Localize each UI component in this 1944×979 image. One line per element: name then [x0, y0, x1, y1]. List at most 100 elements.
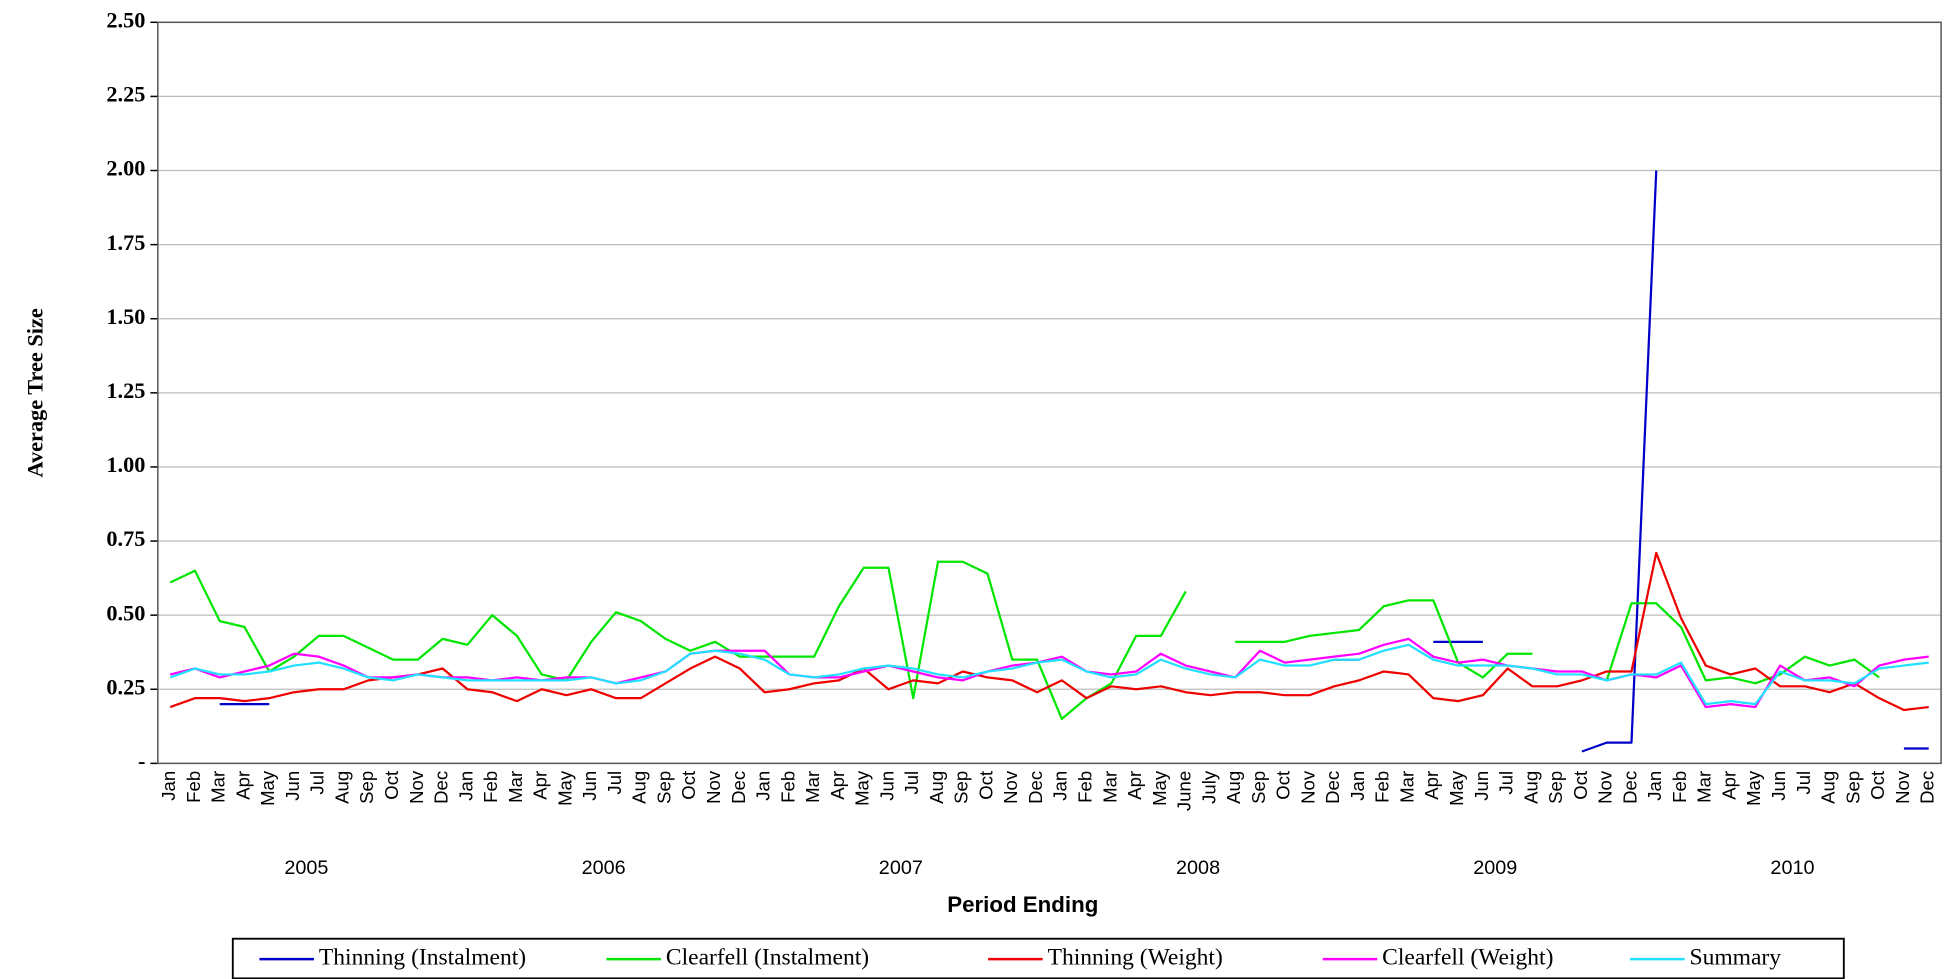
y-tick-label: 2.25	[106, 82, 145, 107]
x-tick-label: Feb	[1669, 771, 1690, 803]
x-tick-label: Dec	[431, 771, 452, 804]
x-tick-label: Nov	[1595, 770, 1616, 804]
x-tick-label: June	[1174, 771, 1195, 811]
x-tick-label: Dec	[1322, 771, 1343, 804]
x-tick-label: Aug	[1818, 771, 1839, 804]
year-label: 2008	[1176, 857, 1220, 879]
x-tick-label: Mar	[802, 771, 823, 803]
legend-label: Thinning (Instalment)	[319, 945, 526, 971]
x-tick-label: Jun	[876, 771, 897, 801]
x-tick-label: May	[1446, 770, 1467, 806]
x-tick-label: Apr	[1718, 771, 1739, 800]
x-tick-label: Sep	[1545, 771, 1566, 804]
x-tick-label: Feb	[1075, 771, 1096, 803]
x-tick-label: Dec	[728, 771, 749, 804]
y-tick-label: 1.00	[106, 452, 145, 477]
x-tick-label: Mar	[1694, 771, 1715, 803]
legend-box	[231, 937, 1845, 979]
x-tick-label: Jan	[158, 771, 179, 801]
x-tick-label: Apr	[530, 771, 551, 800]
y-tick-label: 1.75	[106, 230, 145, 255]
x-tick-label: Jul	[307, 771, 328, 795]
x-tick-label: May	[852, 770, 873, 806]
x-tick-label: Aug	[1520, 771, 1541, 804]
legend-label: Clearfell (Weight)	[1382, 945, 1553, 971]
x-axis-title: Period Ending	[947, 892, 1098, 917]
x-tick-label: Nov	[703, 770, 724, 804]
series-line	[169, 560, 1880, 721]
legend-label: Thinning (Weight)	[1048, 945, 1223, 971]
x-tick-label: Jun	[1768, 771, 1789, 801]
x-tick-label: Jun	[282, 771, 303, 801]
year-label: 2010	[1770, 857, 1814, 879]
y-tick-label: 0.75	[106, 526, 145, 551]
x-tick-label: Aug	[926, 771, 947, 804]
x-tick-label: Nov	[1297, 770, 1318, 804]
x-tick-label: May	[1149, 770, 1170, 806]
x-tick-label: Jan	[753, 771, 774, 801]
x-tick-label: Sep	[653, 771, 674, 804]
x-tick-label: Jan	[1644, 771, 1665, 801]
x-tick-label: Oct	[381, 770, 402, 800]
x-tick-label: Sep	[356, 771, 377, 804]
x-tick-label: May	[1743, 770, 1764, 806]
x-tick-label: July	[1198, 770, 1219, 804]
x-tick-label: Feb	[183, 771, 204, 803]
x-tick-label: Apr	[232, 771, 253, 800]
x-tick-label: Feb	[777, 771, 798, 803]
y-tick-label: 2.50	[106, 7, 145, 32]
y-tick-label: 0.50	[106, 600, 145, 625]
series-line	[169, 637, 1929, 709]
x-tick-label: Jul	[1793, 771, 1814, 795]
x-tick-label: Aug	[331, 771, 352, 804]
year-label: 2005	[284, 857, 328, 879]
x-tick-label: May	[554, 770, 575, 806]
x-tick-label: Oct	[1570, 770, 1591, 800]
legend-label: Summary	[1690, 945, 1782, 971]
x-tick-label: May	[257, 770, 278, 806]
x-tick-label: Sep	[951, 771, 972, 804]
y-tick-label: -	[138, 748, 145, 773]
x-tick-label: Jul	[604, 771, 625, 795]
x-tick-label: Oct	[975, 770, 996, 800]
x-tick-label: Jul	[1496, 771, 1517, 795]
x-tick-label: Nov	[1000, 770, 1021, 804]
x-tick-label: Jul	[901, 771, 922, 795]
x-tick-label: Mar	[208, 771, 229, 803]
x-tick-label: Apr	[1124, 771, 1145, 800]
x-tick-label: Sep	[1842, 771, 1863, 804]
x-tick-label: Jun	[579, 771, 600, 801]
x-tick-label: Mar	[1396, 771, 1417, 803]
x-tick-label: Dec	[1025, 771, 1046, 804]
x-tick-label: Mar	[505, 771, 526, 803]
x-tick-label: Nov	[406, 770, 427, 804]
plot-frame	[157, 21, 1942, 765]
x-tick-label: Apr	[1421, 771, 1442, 800]
series-line	[169, 643, 1929, 706]
x-tick-label: Dec	[1917, 771, 1938, 804]
y-tick-label: 1.25	[106, 378, 145, 403]
x-tick-label: Feb	[1372, 771, 1393, 803]
x-tick-label: Aug	[629, 771, 650, 804]
x-tick-label: Jan	[455, 771, 476, 801]
x-tick-label: Jan	[1347, 771, 1368, 801]
legend-label: Clearfell (Instalment)	[666, 945, 869, 971]
x-tick-label: Oct	[1867, 770, 1888, 800]
x-tick-label: Jun	[1471, 771, 1492, 801]
y-tick-label: 0.25	[106, 674, 145, 699]
x-tick-label: Feb	[480, 771, 501, 803]
y-axis-title: Average Tree Size	[23, 308, 48, 477]
x-tick-label: Oct	[1273, 770, 1294, 800]
year-label: 2009	[1473, 857, 1517, 879]
x-tick-label: Mar	[1099, 771, 1120, 803]
x-tick-label: Sep	[1248, 771, 1269, 804]
x-tick-label: Apr	[827, 771, 848, 800]
x-tick-label: Jan	[1050, 771, 1071, 801]
x-tick-label: Nov	[1892, 770, 1913, 804]
x-tick-label: Aug	[1223, 771, 1244, 804]
year-label: 2006	[582, 857, 626, 879]
x-tick-label: Dec	[1619, 771, 1640, 804]
year-label: 2007	[879, 857, 923, 879]
